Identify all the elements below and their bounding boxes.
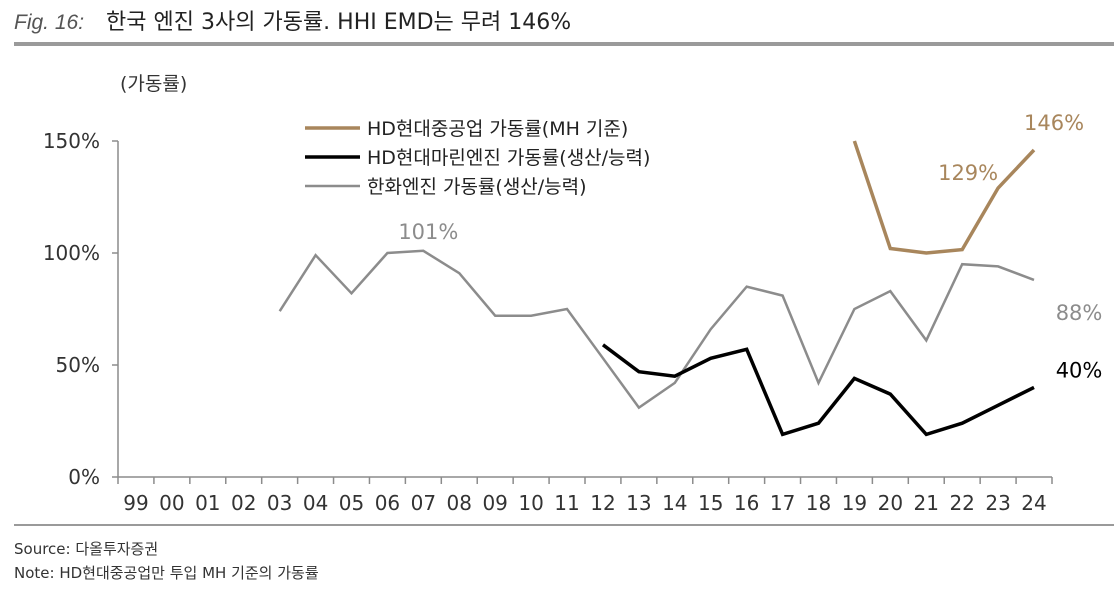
x-tick-label: 10 — [518, 491, 543, 515]
x-tick-label: 09 — [482, 491, 507, 515]
x-tick-label: 01 — [195, 491, 220, 515]
x-tick-label: 20 — [878, 491, 903, 515]
legend-label-0: HD현대중공업 가동률(MH 기준) — [367, 118, 628, 140]
x-tick-label: 14 — [662, 491, 687, 515]
x-tick-label: 18 — [806, 491, 831, 515]
x-tick-label: 11 — [554, 491, 579, 515]
x-tick-label: 19 — [842, 491, 867, 515]
data-label: 101% — [398, 220, 458, 244]
x-tick-label: 03 — [267, 491, 292, 515]
x-tick-label: 13 — [626, 491, 651, 515]
y-tick-label: 150% — [43, 129, 100, 153]
x-tick-label: 24 — [1021, 491, 1046, 515]
x-tick-label: 08 — [447, 491, 472, 515]
series-line-2 — [278, 249, 1035, 410]
figure-label: Fig. 16: — [14, 11, 85, 34]
y-axis-title: (가동률) — [120, 73, 187, 95]
legend-label-2: 한화엔진 가동률(생산/능력) — [367, 176, 587, 198]
line-chart: (가동률) 0%50%100%150%99 00 01 02 03 04 05 06 07 08 0… — [43, 73, 1103, 515]
x-tick-label: 02 — [231, 491, 256, 515]
bottom-divider — [14, 524, 1114, 526]
x-tick-label: 22 — [949, 491, 974, 515]
x-tick-label: 07 — [411, 491, 436, 515]
x-tick-label: 23 — [985, 491, 1010, 515]
axes: 0% 50% 100% 150% 99 00 01 02 03 04 05 06 07 08 09 10 11 1… — [43, 129, 1053, 515]
series-layer — [278, 140, 1036, 437]
footnote: Note: HD현대중공업만 투입 MH 기준의 가동률 — [14, 564, 319, 582]
annotations: 146% 129% 101% 88% 40% — [398, 111, 1102, 382]
data-label: 88% — [1056, 301, 1103, 325]
x-tick-label: 17 — [770, 491, 795, 515]
x-tick-label: 04 — [303, 491, 328, 515]
x-tick-label: 00 — [159, 491, 184, 515]
x-tick-label: 21 — [914, 491, 939, 515]
data-label: 146% — [1024, 111, 1084, 135]
data-label: 40% — [1056, 358, 1103, 382]
legend: HD현대중공업 가동률(MH 기준) HD현대마린엔진 가동률(생산/능력) 한화엔… — [305, 118, 650, 198]
legend-label-1: HD현대마린엔진 가동률(생산/능력) — [367, 147, 650, 169]
figure-header: Fig. 16: 한국 엔진 3사의 가동률. HHI EMD는 무려 146% — [14, 4, 571, 38]
series-line-0 — [852, 140, 1036, 255]
figure-title: 한국 엔진 3사의 가동률. HHI EMD는 무려 146% — [106, 10, 572, 35]
x-tick-label: 16 — [734, 491, 759, 515]
x-tick-label: 06 — [375, 491, 400, 515]
source-note: Source: 다올투자증권 — [14, 540, 159, 558]
y-tick-label: 50% — [56, 353, 100, 377]
x-tick-label: 15 — [698, 491, 723, 515]
x-tick-label: 05 — [339, 491, 364, 515]
y-tick-label: 100% — [43, 241, 100, 265]
data-label: 129% — [938, 161, 998, 185]
x-tick-label: 99 — [123, 491, 148, 515]
series-line-1 — [601, 343, 1035, 437]
x-tick-label: 12 — [590, 491, 615, 515]
top-divider — [14, 42, 1114, 46]
y-tick-label: 0% — [68, 465, 100, 489]
